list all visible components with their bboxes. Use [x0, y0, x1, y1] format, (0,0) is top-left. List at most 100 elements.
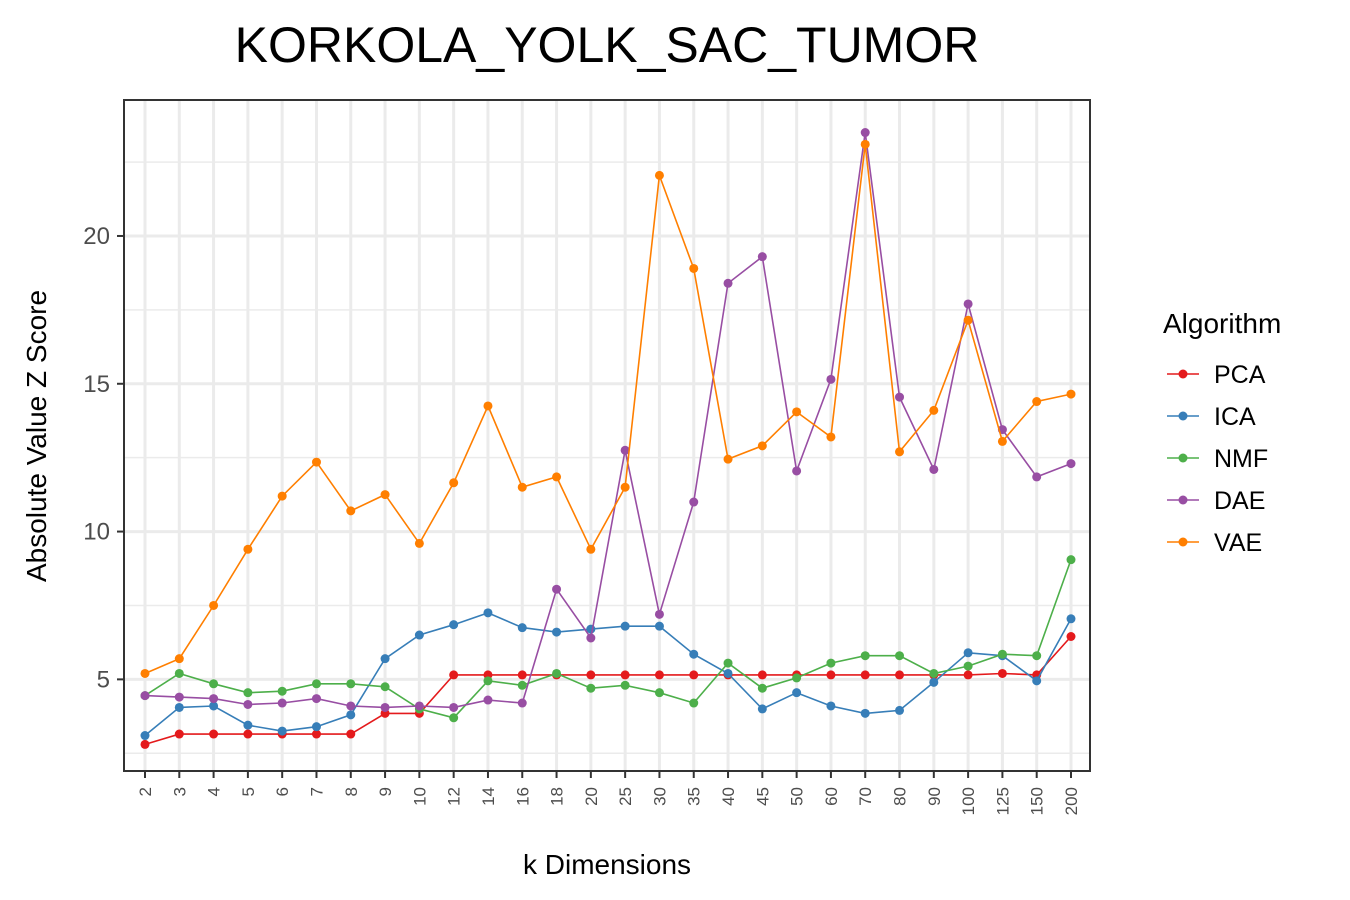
x-axis-label: k Dimensions — [523, 849, 691, 880]
vae-point — [243, 544, 253, 554]
x-tick-label: 7 — [307, 787, 326, 796]
pca-point — [243, 729, 253, 739]
dae-point — [346, 701, 356, 711]
vae-point — [860, 139, 870, 149]
nmf-point — [209, 679, 219, 689]
vae-line — [144, 144, 1072, 675]
nmf-point — [757, 683, 767, 693]
dae-point — [757, 252, 767, 262]
pca-point — [826, 670, 836, 680]
nmf-point — [586, 683, 596, 693]
series-dae — [140, 128, 1076, 712]
pca-point — [997, 668, 1007, 678]
vae-point — [414, 538, 424, 548]
vae-point — [1032, 397, 1042, 407]
dae-point — [311, 694, 321, 704]
ica-point — [552, 627, 562, 637]
nmf-point — [689, 698, 699, 708]
ica-point — [757, 704, 767, 714]
y-tick-label: 10 — [83, 519, 110, 546]
nmf-point — [997, 649, 1007, 659]
nmf-point — [895, 651, 905, 661]
vae-point — [209, 600, 219, 610]
pca-point — [586, 670, 596, 680]
vae-point — [757, 441, 767, 451]
ica-point — [689, 649, 699, 659]
dae-point — [1032, 472, 1042, 482]
dae-point — [277, 698, 287, 708]
ica-point — [449, 620, 459, 630]
x-tick-label: 4 — [205, 787, 224, 796]
ica-point — [380, 654, 390, 664]
nmf-point — [277, 686, 287, 696]
dae-point — [517, 698, 527, 708]
ica-point — [654, 621, 664, 631]
dae-point — [209, 694, 219, 704]
x-tick-label: 9 — [376, 787, 395, 796]
nmf-point — [243, 688, 253, 698]
series-nmf — [140, 555, 1076, 723]
ica-point — [414, 630, 424, 640]
vae-point — [1066, 389, 1076, 399]
legend-item-pca: PCA — [1167, 361, 1266, 389]
nmf-point — [346, 679, 356, 689]
legend-label: DAE — [1214, 487, 1265, 515]
ica-point — [895, 705, 905, 715]
vae-point — [552, 472, 562, 482]
vae-point — [483, 401, 493, 411]
series-layer — [140, 128, 1076, 749]
x-tick-label: 6 — [273, 787, 292, 796]
dae-point — [380, 702, 390, 712]
vae-point — [586, 544, 596, 554]
ica-point — [311, 722, 321, 732]
dae-point — [1066, 459, 1076, 469]
x-tick-label: 125 — [993, 787, 1012, 815]
nmf-point — [311, 679, 321, 689]
x-tick-label: 150 — [1028, 787, 1047, 815]
dae-point — [792, 466, 802, 476]
dae-point — [243, 699, 253, 709]
dae-point — [723, 278, 733, 288]
pca-point — [174, 729, 184, 739]
vae-point — [654, 170, 664, 180]
legend-item-dae: DAE — [1167, 487, 1265, 515]
vae-point — [620, 482, 630, 492]
nmf-point — [723, 658, 733, 668]
nmf-point — [1066, 555, 1076, 565]
vae-point — [689, 263, 699, 273]
nmf-point — [826, 658, 836, 668]
pca-point — [209, 729, 219, 739]
nmf-point — [654, 688, 664, 698]
series-vae — [140, 139, 1076, 678]
ica-point — [792, 688, 802, 698]
vae-point — [723, 454, 733, 464]
ica-point — [723, 668, 733, 678]
dae-point — [620, 445, 630, 455]
dae-point — [895, 392, 905, 402]
nmf-point — [1032, 651, 1042, 661]
y-tick-label: 20 — [83, 223, 110, 250]
dae-point — [689, 497, 699, 507]
chart-title: KORKOLA_YOLK_SAC_TUMOR — [235, 17, 980, 73]
dae-point — [586, 633, 596, 643]
ica-point — [826, 701, 836, 711]
x-tick-label: 50 — [788, 787, 807, 806]
ica-point — [517, 623, 527, 633]
ica-point — [174, 702, 184, 712]
dae-point — [174, 692, 184, 702]
x-tick-label: 90 — [925, 787, 944, 806]
ica-point — [1032, 676, 1042, 686]
nmf-point — [380, 682, 390, 692]
x-tick-label: 35 — [685, 787, 704, 806]
x-tick-label: 200 — [1062, 787, 1081, 815]
x-tick-label: 25 — [616, 787, 635, 806]
ica-line — [144, 612, 1072, 737]
pca-point — [517, 670, 527, 680]
x-tick-label: 8 — [342, 787, 361, 796]
dae-point — [826, 374, 836, 384]
x-tick-label: 3 — [170, 787, 189, 796]
y-axis-label: Absolute Value Z Score — [21, 290, 52, 582]
vae-point — [174, 654, 184, 664]
nmf-point — [792, 673, 802, 683]
